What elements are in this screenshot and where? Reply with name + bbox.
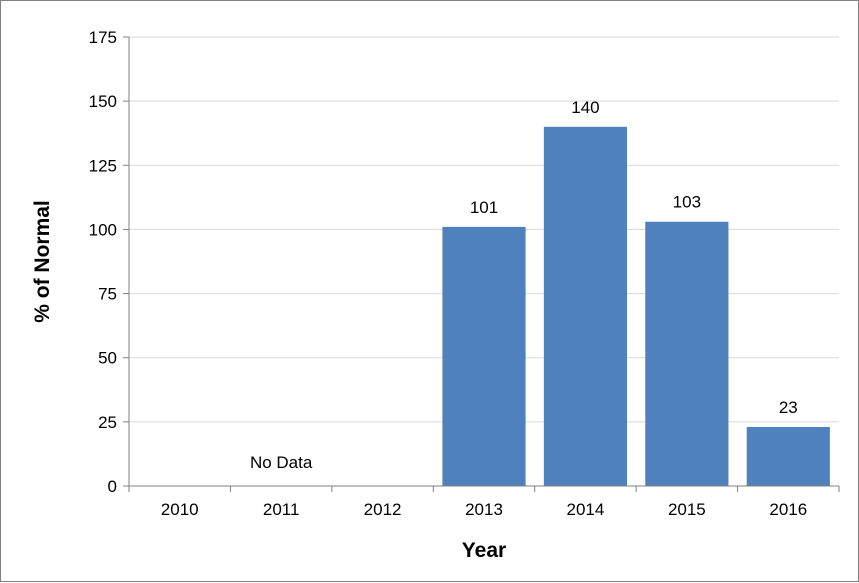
no-data-annotation: No Data	[250, 453, 313, 472]
x-tick-label-2015: 2015	[668, 500, 706, 519]
x-tick-label-2013: 2013	[465, 500, 503, 519]
data-label-2016: 23	[779, 398, 798, 417]
bars	[442, 126, 830, 487]
y-tick-label-100: 100	[89, 220, 117, 239]
data-label-2013: 101	[470, 198, 498, 217]
bar-2014	[543, 126, 628, 487]
x-tick-label-2012: 2012	[364, 500, 402, 519]
y-tick-label-125: 125	[89, 156, 117, 175]
bar-2015	[645, 221, 729, 486]
y-tick-label-50: 50	[98, 349, 117, 368]
data-labels: 101 140 103 23	[470, 98, 798, 417]
x-tick-label-2016: 2016	[769, 500, 807, 519]
x-tick-labels: 2010 2011 2012 2013 2014 2015 2016	[161, 500, 807, 519]
bar-2013	[442, 226, 526, 486]
y-tick-label-25: 25	[98, 413, 117, 432]
axes	[123, 36, 840, 492]
x-tick-label-2011: 2011	[263, 500, 300, 519]
bar-2016	[746, 426, 830, 486]
x-axis-label: Year	[462, 539, 506, 562]
x-tick-label-2014: 2014	[567, 500, 605, 519]
data-label-2015: 103	[673, 193, 701, 212]
y-tick-label-0: 0	[108, 477, 117, 496]
data-label-2014: 140	[571, 98, 599, 117]
y-tick-label-175: 175	[89, 28, 117, 47]
y-axis-label: % of Normal	[31, 200, 54, 323]
y-tick-label-75: 75	[98, 285, 117, 304]
y-tick-label-150: 150	[89, 92, 117, 111]
x-tick-label-2010: 2010	[161, 500, 199, 519]
y-tick-labels: 0 25 50 75 100 125 150 175	[89, 28, 117, 496]
